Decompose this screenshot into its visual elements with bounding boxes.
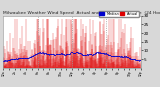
- Text: Milwaukee Weather Wind Speed  Actual and Median  by Minute  (24 Hours) (Old): Milwaukee Weather Wind Speed Actual and …: [3, 11, 160, 15]
- Legend: Median, Actual: Median, Actual: [99, 11, 139, 17]
